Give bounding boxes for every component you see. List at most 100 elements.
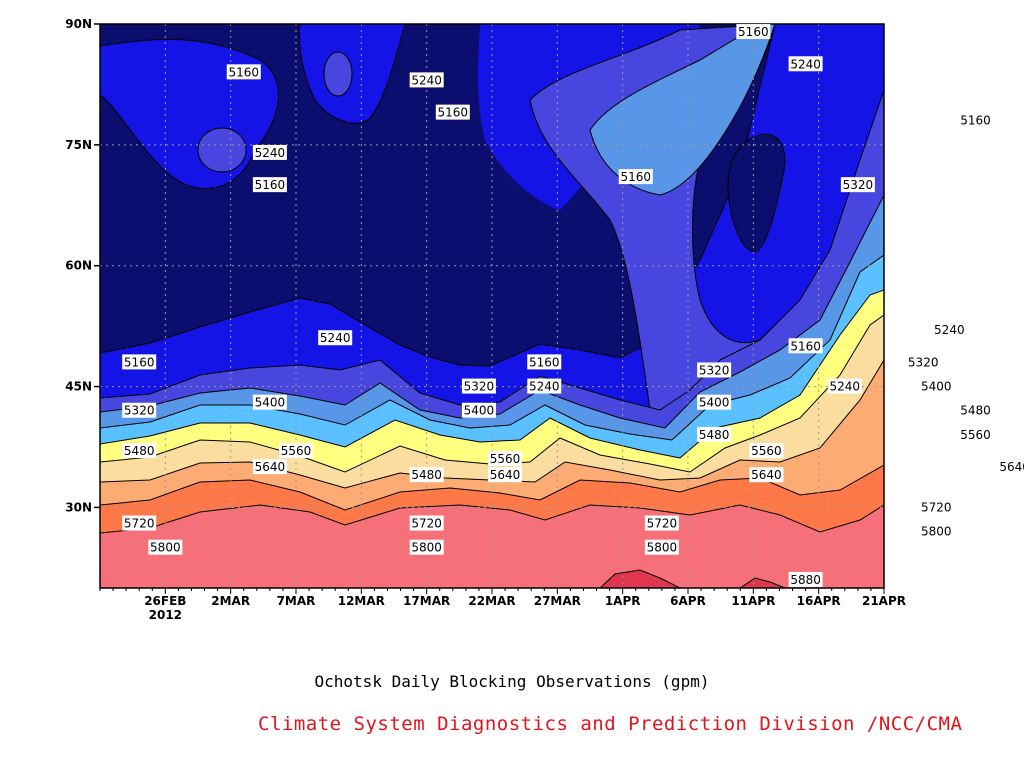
contour-label: 5640: [997, 459, 1024, 475]
patch-5160-low-east: [727, 133, 786, 253]
y-tick-label: 30N: [65, 500, 92, 514]
svg-text:5480: 5480: [699, 428, 730, 442]
svg-text:5800: 5800: [150, 541, 181, 555]
contour-label: 5560: [279, 443, 313, 459]
band-5320-5400-line: [100, 194, 884, 429]
x-year-label: 2012: [149, 608, 182, 622]
svg-text:5400: 5400: [921, 380, 952, 394]
contour-label: 5160: [618, 169, 653, 185]
contour-label: 5720: [644, 515, 679, 531]
contour-labels: 5160 5240 5160 5240 5160 5160 5240 5320 5160 5160…: [122, 24, 1024, 587]
contour-label: 5480: [958, 402, 993, 418]
contour-label: 5160: [252, 177, 287, 193]
credit-text: Climate System Diagnostics and Predictio…: [258, 713, 963, 735]
contour-label: 5160: [736, 24, 771, 40]
contour-label: 5160: [435, 104, 470, 120]
svg-text:5240: 5240: [320, 331, 351, 345]
svg-text:5240: 5240: [934, 323, 965, 337]
contour-label: 5320: [697, 362, 732, 378]
contour-label: 5240: [527, 378, 562, 394]
svg-text:5720: 5720: [124, 517, 155, 531]
contour-label: 5640: [749, 467, 784, 483]
contour-label: 5720: [919, 499, 954, 515]
svg-text:5320: 5320: [843, 178, 874, 192]
x-tick-label: 11APR: [731, 594, 775, 608]
contour-label: 5480: [697, 426, 732, 442]
svg-text:5160: 5160: [529, 355, 560, 369]
x-axis: 26FEB 2MAR 7MAR 12MAR 17MAR 22MAR 27MAR 1APR 6AP…: [99, 588, 906, 622]
svg-text:5400: 5400: [255, 396, 286, 410]
svg-text:5160: 5160: [228, 65, 259, 79]
svg-text:5240: 5240: [790, 57, 821, 71]
contour-label: 5160: [122, 354, 157, 370]
svg-text:5240: 5240: [830, 380, 861, 394]
x-tick-label: 7MAR: [277, 594, 316, 608]
svg-text:5480: 5480: [411, 468, 442, 482]
contour-label: 5240: [788, 56, 823, 72]
band-5480-5560-line: [100, 289, 884, 459]
svg-text:5880: 5880: [790, 573, 821, 587]
x-tick-label: 22MAR: [468, 594, 515, 608]
svg-text:5160: 5160: [738, 25, 769, 39]
svg-text:5240: 5240: [411, 73, 442, 87]
svg-text:5320: 5320: [124, 404, 155, 418]
contour-label: 5320: [461, 378, 496, 394]
contour-label: 5160: [527, 354, 562, 370]
svg-text:5640: 5640: [490, 468, 521, 482]
contour-label: 5160: [958, 112, 993, 128]
x-tick-label: 1APR: [605, 594, 641, 608]
contour-label: 5560: [749, 443, 784, 459]
svg-text:5320: 5320: [908, 355, 939, 369]
svg-text:5160: 5160: [960, 114, 991, 128]
contour-label: 5480: [409, 467, 444, 483]
contour-label: 5640: [488, 467, 523, 483]
svg-text:5560: 5560: [960, 428, 991, 442]
contour-label: 5400: [461, 402, 496, 418]
svg-text:5320: 5320: [464, 380, 495, 394]
contour-label: 5560: [488, 451, 523, 467]
band-5880-a-line: [599, 569, 681, 588]
contour-label: 5800: [644, 539, 679, 555]
x-tick-label: 2MAR: [211, 594, 250, 608]
svg-text:5800: 5800: [411, 541, 442, 555]
x-tick-label: 16APR: [797, 594, 841, 608]
chart-title: Ochotsk Daily Blocking Observations (gpm…: [314, 672, 710, 691]
contour-label: 5320: [122, 402, 157, 418]
contour-label: 5160: [226, 64, 261, 80]
band-5880-a: [600, 570, 680, 588]
x-tick-label: 21APR: [862, 594, 906, 608]
band-5560-5640-line: [100, 314, 884, 473]
svg-text:5720: 5720: [921, 500, 952, 514]
x-tick-label: 12MAR: [338, 594, 385, 608]
contour-label: 5400: [697, 394, 732, 410]
contour-label: 5160: [788, 338, 823, 354]
svg-text:5640: 5640: [255, 460, 286, 474]
svg-text:5720: 5720: [411, 517, 442, 531]
contour-label: 5320: [906, 354, 941, 370]
x-tick-label: 17MAR: [403, 594, 450, 608]
y-tick-label: 75N: [65, 138, 92, 152]
svg-text:5640: 5640: [751, 468, 782, 482]
contour-label: 5400: [919, 378, 954, 394]
band-5880-b-line: [739, 577, 786, 588]
band-5800-5880-line: [100, 504, 884, 534]
y-axis: 90N 75N 60N 45N 30N: [65, 17, 100, 514]
svg-text:5560: 5560: [751, 444, 782, 458]
contour-label: 5240: [827, 378, 862, 394]
contour-label: 5640: [252, 459, 287, 475]
y-tick-label: 45N: [65, 380, 92, 394]
contour-label: 5800: [919, 523, 954, 539]
contour-label: 5480: [122, 443, 157, 459]
band-5640-5720-line: [100, 359, 884, 489]
patch-5240-north: [323, 51, 353, 97]
contour-label: 5240: [318, 330, 353, 346]
contour-label: 5240: [409, 72, 444, 88]
svg-text:5400: 5400: [699, 396, 730, 410]
contour-label: 5240: [252, 144, 287, 160]
x-tick-label: 27MAR: [534, 594, 581, 608]
y-tick-label: 60N: [65, 259, 92, 273]
patch-5320: [589, 24, 776, 196]
svg-text:5560: 5560: [490, 452, 521, 466]
svg-text:5240: 5240: [529, 380, 560, 394]
